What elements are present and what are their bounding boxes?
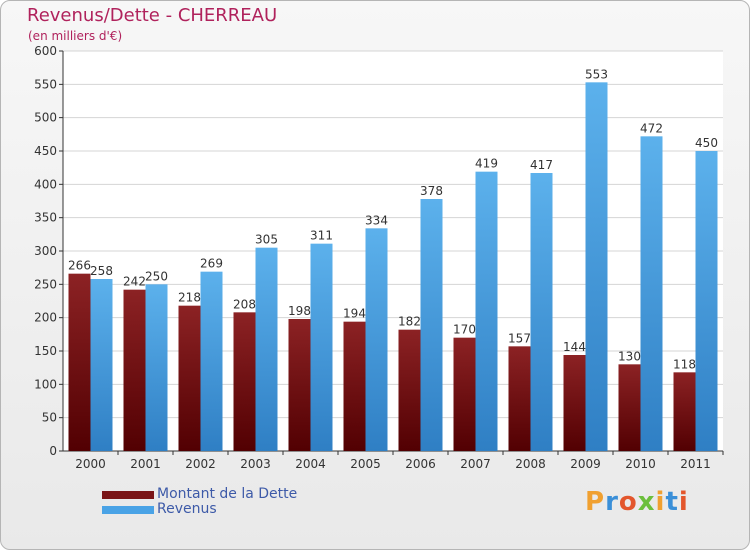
- logo-letter: x: [637, 487, 656, 517]
- logo-letter: P: [585, 487, 606, 517]
- y-tick-label: 250: [34, 277, 57, 291]
- bar-dette: [563, 355, 586, 451]
- y-tick-label: 400: [34, 177, 57, 191]
- y-tick-label: 200: [34, 311, 57, 325]
- data-label-revenus: 378: [420, 184, 443, 198]
- x-tick-label: 2001: [130, 457, 161, 471]
- data-label-revenus: 334: [365, 213, 388, 227]
- bar-dette: [618, 364, 641, 451]
- y-tick-label: 350: [34, 211, 57, 225]
- logo-letter: i: [678, 487, 689, 517]
- bar-revenus: [695, 151, 718, 451]
- x-tick-label: 2000: [75, 457, 106, 471]
- legend-label-dette: Montant de la Dette: [157, 486, 298, 502]
- x-tick-label: 2006: [405, 457, 436, 471]
- bar-dette: [178, 305, 201, 451]
- bar-revenus: [145, 284, 168, 451]
- bar-dette: [343, 321, 366, 451]
- data-label-revenus: 258: [90, 264, 113, 278]
- data-label-dette: 157: [508, 331, 531, 345]
- x-tick-label: 2009: [570, 457, 601, 471]
- y-tick-label: 450: [34, 144, 57, 158]
- legend-label-revenus: Revenus: [157, 501, 217, 517]
- logo-letter: i: [655, 487, 666, 517]
- x-tick-label: 2010: [625, 457, 656, 471]
- bar-dette: [508, 346, 531, 451]
- bar-dette: [288, 319, 311, 451]
- y-tick-label: 600: [34, 44, 57, 58]
- x-tick-label: 2008: [515, 457, 546, 471]
- logo-letter: r: [605, 487, 619, 517]
- bar-dette: [123, 289, 146, 451]
- bar-dette: [233, 312, 256, 451]
- data-label-dette: 118: [673, 357, 696, 371]
- bar-dette: [453, 337, 476, 451]
- y-tick-label: 150: [34, 344, 57, 358]
- bar-revenus: [585, 82, 608, 451]
- y-tick-label: 50: [42, 411, 57, 425]
- bar-revenus: [530, 173, 553, 451]
- y-tick-label: 550: [34, 77, 57, 91]
- data-label-revenus: 553: [585, 67, 608, 81]
- data-label-dette: 266: [68, 259, 91, 273]
- data-label-revenus: 305: [255, 233, 278, 247]
- data-label-dette: 182: [398, 315, 421, 329]
- bar-revenus: [365, 228, 388, 451]
- bar-dette: [398, 329, 421, 451]
- data-label-dette: 194: [343, 307, 366, 321]
- bar-revenus: [420, 199, 443, 451]
- y-tick-label: 500: [34, 111, 57, 125]
- data-label-revenus: 450: [695, 136, 718, 150]
- data-label-revenus: 269: [200, 257, 223, 271]
- bar-revenus: [475, 171, 498, 451]
- y-tick-label: 100: [34, 377, 57, 391]
- legend-swatch-revenus: [102, 506, 154, 514]
- data-label-revenus: 417: [530, 158, 553, 172]
- x-tick-label: 2011: [680, 457, 711, 471]
- bar-revenus: [255, 247, 278, 451]
- data-label-dette: 170: [453, 323, 476, 337]
- bar-dette: [673, 372, 696, 451]
- data-label-revenus: 250: [145, 269, 168, 283]
- data-label-dette: 218: [178, 291, 201, 305]
- bar-dette: [68, 273, 91, 451]
- logo-letter: o: [618, 487, 638, 517]
- data-label-dette: 242: [123, 275, 146, 289]
- data-label-dette: 198: [288, 304, 311, 318]
- x-tick-label: 2005: [350, 457, 381, 471]
- proxiti-logo: Proxiti: [585, 487, 689, 517]
- x-tick-label: 2004: [295, 457, 326, 471]
- data-label-revenus: 472: [640, 121, 663, 135]
- y-tick-label: 0: [49, 444, 57, 458]
- x-tick-label: 2007: [460, 457, 491, 471]
- data-label-revenus: 311: [310, 229, 333, 243]
- data-label-dette: 130: [618, 349, 641, 363]
- bar-revenus: [200, 271, 223, 451]
- data-label-dette: 208: [233, 297, 256, 311]
- chart-title: Revenus/Dette - CHERREAU: [27, 5, 278, 26]
- x-tick-label: 2002: [185, 457, 216, 471]
- data-label-dette: 144: [563, 340, 586, 354]
- bar-revenus: [640, 136, 663, 452]
- chart-subtitle: (en milliers d'€): [28, 29, 123, 43]
- x-tick-label: 2003: [240, 457, 271, 471]
- y-tick-label: 300: [34, 244, 57, 258]
- legend-swatch-dette: [102, 491, 154, 499]
- data-label-revenus: 419: [475, 157, 498, 171]
- bar-revenus: [310, 243, 333, 451]
- bar-revenus: [90, 279, 113, 451]
- logo-letter: t: [665, 487, 679, 517]
